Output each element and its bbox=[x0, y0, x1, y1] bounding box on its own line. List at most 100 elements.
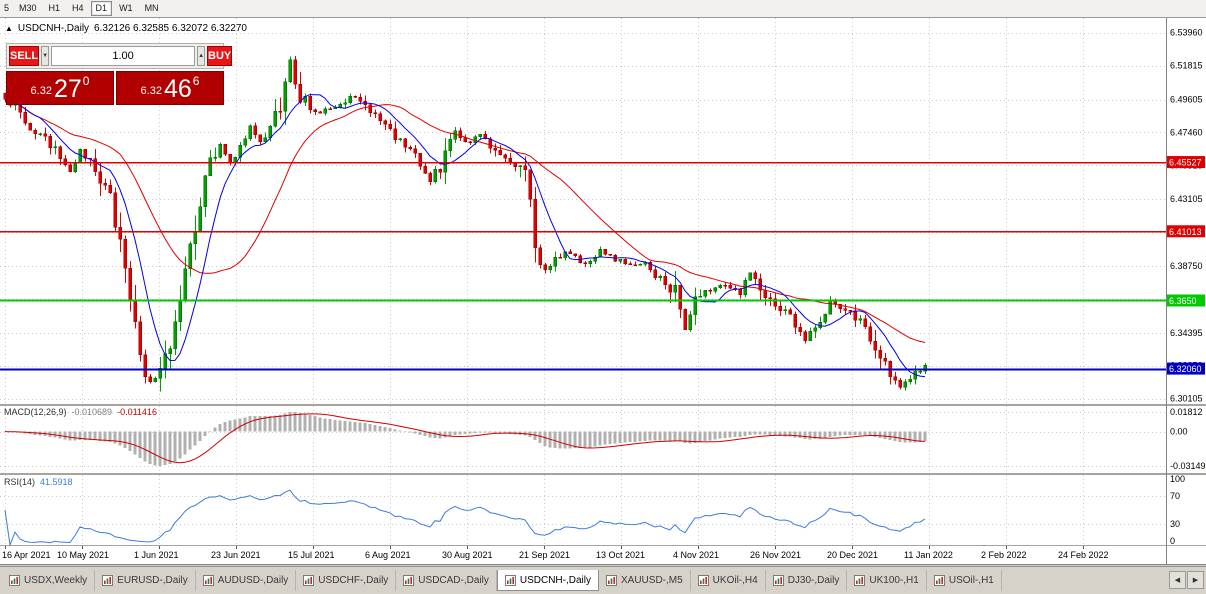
svg-text:13 Oct 2021: 13 Oct 2021 bbox=[596, 550, 645, 560]
chart-tab-audusd-daily[interactable]: AUDUSD-,Daily bbox=[196, 570, 297, 591]
ma-slow-line bbox=[4, 98, 926, 343]
mini-chart-icon bbox=[605, 575, 617, 586]
chart-tab-usdchf-daily[interactable]: USDCHF-,Daily bbox=[296, 570, 397, 591]
tab-scroll-controls: ◀ ▶ bbox=[1169, 571, 1204, 589]
svg-text:0.01812: 0.01812 bbox=[1170, 407, 1203, 417]
rsi-line bbox=[4, 489, 926, 547]
svg-text:11 Jan 2022: 11 Jan 2022 bbox=[904, 550, 953, 560]
svg-text:6.51815: 6.51815 bbox=[1170, 61, 1203, 71]
chart-tab-eurusd-daily[interactable]: EURUSD-,Daily bbox=[95, 570, 196, 591]
sell-price-display[interactable]: 6.32 27 0 bbox=[6, 71, 114, 105]
macd-signal-value: -0.011416 bbox=[117, 407, 157, 417]
chart-tab-usoil-h1[interactable]: USOil-,H1 bbox=[927, 570, 1002, 591]
macd-signal-line bbox=[4, 413, 926, 464]
svg-text:6.43105: 6.43105 bbox=[1170, 194, 1203, 204]
chart-tab-uk100-h1[interactable]: UK100-,H1 bbox=[847, 570, 927, 591]
svg-text:6.41013: 6.41013 bbox=[1169, 227, 1202, 237]
mini-chart-icon bbox=[504, 574, 516, 586]
chart-tab-usdx-weekly[interactable]: USDX,Weekly bbox=[2, 570, 96, 591]
tab-label: UKOil-,H4 bbox=[712, 575, 758, 586]
lot-increase-button[interactable]: ▲ bbox=[197, 46, 206, 66]
svg-text:6 Aug 2021: 6 Aug 2021 bbox=[365, 550, 411, 560]
svg-text:30 Aug 2021: 30 Aug 2021 bbox=[442, 550, 493, 560]
macd-histogram bbox=[3, 411, 927, 466]
chart-tab-usdcad-daily[interactable]: USDCAD-,Daily bbox=[396, 570, 497, 591]
timeframe-button-w1[interactable]: W1 bbox=[114, 1, 138, 16]
mini-chart-icon bbox=[933, 575, 945, 586]
tab-scroll-right-button[interactable]: ▶ bbox=[1187, 571, 1204, 589]
tab-label: AUDUSD-,Daily bbox=[217, 575, 289, 586]
tab-label: USOil-,H1 bbox=[948, 575, 994, 586]
svg-text:30: 30 bbox=[1170, 519, 1180, 529]
sell-button[interactable]: SELL bbox=[9, 46, 40, 66]
svg-text:6.30105: 6.30105 bbox=[1170, 394, 1203, 404]
chart-symbol-header: ▲ USDCNH-,Daily 6.32126 6.32585 6.32072 … bbox=[5, 23, 247, 34]
tab-scroll-left-button[interactable]: ◀ bbox=[1169, 571, 1186, 589]
timeframe-button-5[interactable]: 5 bbox=[1, 1, 12, 16]
svg-text:20 Dec 2021: 20 Dec 2021 bbox=[827, 550, 878, 560]
tab-label: USDCNH-,Daily bbox=[519, 574, 591, 586]
timeframe-button-h4[interactable]: H4 bbox=[67, 1, 89, 16]
buy-button[interactable]: BUY bbox=[207, 46, 233, 66]
trade-controls-row: SELL ▼ ▲ BUY bbox=[6, 43, 233, 69]
mini-chart-icon bbox=[854, 575, 866, 586]
rsi-indicator-label: RSI(14) 41.5918 bbox=[4, 477, 73, 487]
rsi-axis: 100 70 30 0 bbox=[1170, 474, 1185, 546]
chart-tab-dj30-daily[interactable]: DJ30-,Daily bbox=[766, 570, 848, 591]
macd-title: MACD(12,26,9) bbox=[4, 407, 67, 417]
mini-chart-icon bbox=[403, 575, 415, 586]
svg-text:6.32060: 6.32060 bbox=[1169, 364, 1202, 374]
svg-text:2 Feb 2022: 2 Feb 2022 bbox=[981, 550, 1027, 560]
svg-text:6.38750: 6.38750 bbox=[1170, 261, 1203, 271]
svg-text:6.3650: 6.3650 bbox=[1169, 296, 1197, 306]
svg-text:16 Apr 2021: 16 Apr 2021 bbox=[2, 550, 51, 560]
svg-text:23 Jun 2021: 23 Jun 2021 bbox=[211, 550, 261, 560]
timeframe-button-mn[interactable]: MN bbox=[140, 1, 164, 16]
svg-text:0.00: 0.00 bbox=[1170, 427, 1188, 437]
svg-text:4 Nov 2021: 4 Nov 2021 bbox=[673, 550, 719, 560]
svg-text:6.47460: 6.47460 bbox=[1170, 127, 1203, 137]
buy-price-bigfigure: 6.32 bbox=[140, 85, 162, 97]
svg-text:21 Sep 2021: 21 Sep 2021 bbox=[519, 550, 570, 560]
svg-text:6.53960: 6.53960 bbox=[1170, 28, 1203, 38]
ma-fast-line bbox=[4, 94, 926, 378]
pane-separators[interactable] bbox=[0, 18, 1206, 565]
tab-label: USDCAD-,Daily bbox=[418, 575, 489, 586]
chart-cursor-icon: ▲ bbox=[5, 23, 13, 33]
mini-chart-icon bbox=[202, 575, 214, 586]
svg-text:10 May 2021: 10 May 2021 bbox=[57, 550, 109, 560]
sell-price-pips: 27 bbox=[53, 75, 82, 103]
level-price-tags: 6.45527 6.41013 6.3650 6.32060 bbox=[1167, 156, 1205, 375]
rsi-value: 41.5918 bbox=[40, 477, 73, 487]
symbol-ohlc-values: 6.32126 6.32585 6.32072 6.32270 bbox=[94, 23, 247, 34]
timeframe-button-m30[interactable]: M30 bbox=[14, 1, 42, 16]
tab-label: USDCHF-,Daily bbox=[318, 575, 389, 586]
tab-label: UK100-,H1 bbox=[869, 575, 919, 586]
macd-main-value: -0.010689 bbox=[71, 407, 113, 417]
svg-text:6.49605: 6.49605 bbox=[1170, 95, 1203, 105]
mini-chart-icon bbox=[772, 575, 784, 586]
chart-tab-xauusd-m5[interactable]: XAUUSD-,M5 bbox=[599, 570, 691, 591]
tab-label: XAUUSD-,M5 bbox=[620, 575, 683, 586]
trade-price-row: 6.32 27 0 6.32 46 6 bbox=[6, 71, 224, 105]
chart-tab-ukoil-h4[interactable]: UKOil-,H4 bbox=[691, 570, 766, 591]
date-axis: 16 Apr 2021 10 May 2021 1 Jun 2021 23 Jun 2… bbox=[2, 546, 1109, 560]
chart-tabs: USDX,Weekly EURUSD-,Daily AUDUSD-,Daily USD… bbox=[2, 570, 1162, 591]
timeframe-button-d1[interactable]: D1 bbox=[90, 1, 113, 16]
mini-chart-icon bbox=[303, 575, 315, 586]
buy-price-display[interactable]: 6.32 46 6 bbox=[116, 71, 224, 105]
macd-axis: 0.01812 0.00 -0.03149 bbox=[1170, 407, 1206, 471]
lot-size-input[interactable] bbox=[51, 46, 196, 66]
sell-price-bigfigure: 6.32 bbox=[30, 85, 52, 97]
chart-tab-usdcnh-daily[interactable]: USDCNH-,Daily bbox=[496, 570, 599, 591]
timeframe-button-h1[interactable]: H1 bbox=[44, 1, 66, 16]
timeframe-toolbar: 5 M30 H1 H4 D1 W1 MN bbox=[0, 0, 1206, 18]
mini-chart-icon bbox=[102, 575, 114, 586]
lot-decrease-button[interactable]: ▼ bbox=[41, 46, 50, 66]
svg-text:100: 100 bbox=[1170, 474, 1185, 484]
macd-indicator-label: MACD(12,26,9) -0.010689 -0.011416 bbox=[4, 407, 157, 417]
mini-chart-icon bbox=[697, 575, 709, 586]
